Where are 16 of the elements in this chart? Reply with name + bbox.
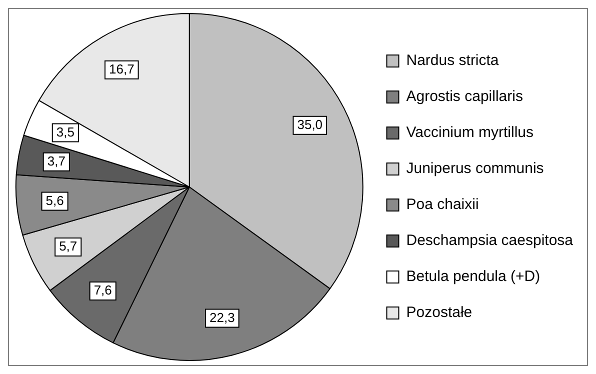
data-label: 22,3 bbox=[210, 310, 235, 325]
data-label: 5,7 bbox=[59, 238, 78, 254]
legend-label: Deschampsia caespitosa bbox=[406, 232, 574, 250]
data-label: 3,5 bbox=[56, 124, 74, 140]
legend-label: Agrostis capillaris bbox=[406, 88, 523, 106]
legend-label: Vaccinium myrtillus bbox=[406, 124, 534, 142]
data-label: 7,6 bbox=[94, 282, 112, 298]
data-label: 35,0 bbox=[297, 117, 323, 132]
data-label: 3,7 bbox=[47, 153, 66, 168]
legend-label: Betula pendula (+D) bbox=[406, 268, 540, 286]
legend-label: Poa chaixii bbox=[406, 196, 479, 214]
legend-label: Juniperus communis bbox=[406, 160, 544, 178]
data-label: 5,6 bbox=[46, 192, 64, 208]
legend-label: Nardus stricta bbox=[406, 52, 500, 70]
legend-label: Pozostałe bbox=[406, 304, 472, 322]
data-label: 16,7 bbox=[108, 61, 134, 76]
